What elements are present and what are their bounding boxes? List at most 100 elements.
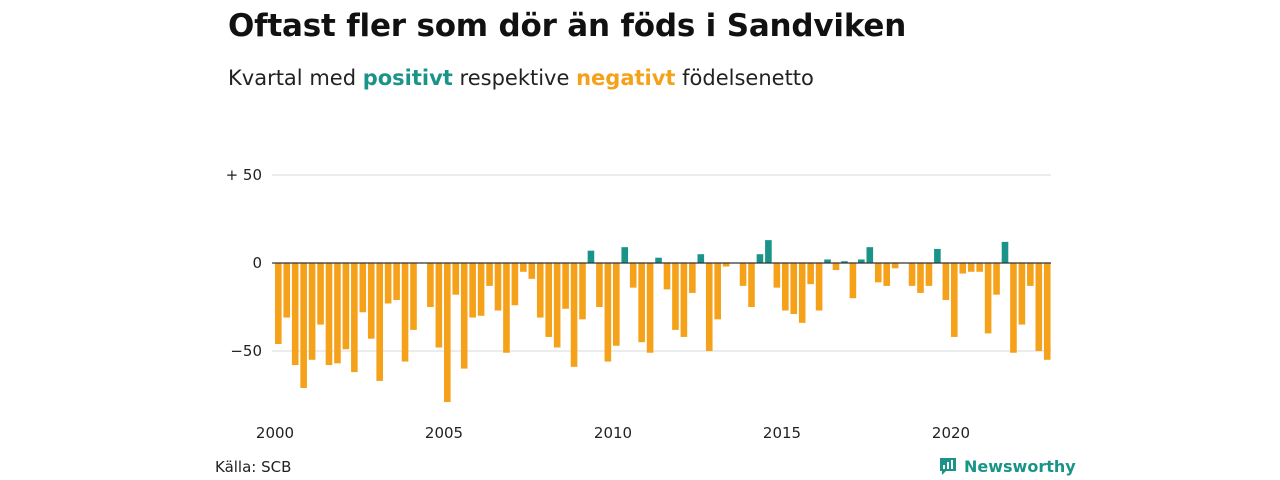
bar: [672, 263, 679, 330]
bar: [815, 263, 823, 311]
bar: [359, 263, 367, 313]
bar: [393, 263, 400, 300]
y-tick-label: + 50: [226, 166, 262, 184]
subtitle-middle: respektive: [459, 66, 570, 90]
bar: [308, 263, 316, 360]
bar: [342, 263, 350, 350]
bar: [773, 263, 781, 288]
bar: [629, 263, 637, 288]
bar: [697, 254, 705, 263]
subtitle-positive: positivt: [362, 66, 453, 90]
bar: [1035, 263, 1043, 351]
bar: [579, 263, 586, 320]
subtitle-negative: negativt: [576, 66, 676, 90]
bar: [655, 257, 662, 263]
bar: [832, 263, 840, 271]
bar: [520, 263, 527, 272]
y-tick-label: −50: [230, 342, 262, 360]
newsworthy-logo-icon: [940, 458, 956, 475]
bar: [722, 263, 730, 267]
bar: [993, 263, 1000, 295]
bar: [325, 263, 333, 366]
bar: [1010, 263, 1017, 353]
bar: [401, 263, 409, 362]
bar: [680, 263, 688, 337]
bar: [283, 263, 291, 318]
bar: [317, 263, 324, 325]
bar: [528, 263, 536, 279]
bar: [562, 263, 569, 309]
bar: [782, 263, 789, 311]
bar: [1018, 263, 1026, 325]
bar: [613, 263, 620, 346]
bar: [351, 263, 358, 373]
bar: [367, 263, 375, 339]
subtitle-suffix: födelsenetto: [682, 66, 814, 90]
bar: [891, 263, 899, 269]
bar: [874, 263, 882, 283]
bar: [849, 263, 857, 299]
bar: [621, 247, 629, 263]
bar: [376, 263, 383, 381]
bar: [765, 240, 772, 263]
bar: [951, 263, 958, 337]
bar: [384, 263, 392, 304]
bar: [967, 263, 975, 272]
bar: [663, 263, 671, 290]
bar: [858, 259, 865, 263]
bar: [503, 263, 510, 353]
bar: [756, 254, 764, 263]
bar: [824, 259, 831, 263]
brand-name: Newsworthy: [964, 456, 1076, 476]
chart-title: Oftast fler som dör än föds i Sandviken: [228, 8, 907, 44]
x-tick-label: 2000: [256, 424, 294, 442]
bar: [1027, 263, 1034, 286]
bar: [570, 263, 578, 367]
bar: [976, 263, 983, 272]
bar: [494, 263, 502, 311]
chart-subtitle: Kvartal med positivt respektive negativt…: [228, 66, 814, 90]
brand-logo[interactable]: Newsworthy: [938, 456, 1076, 476]
bar: [790, 263, 798, 315]
bar: [469, 263, 476, 318]
bar: [807, 263, 814, 285]
bar: [705, 263, 713, 351]
bar: [486, 263, 493, 286]
bar: [477, 263, 485, 316]
bar: [883, 263, 890, 286]
source-label: Källa: SCB: [215, 458, 292, 476]
bar: [1043, 263, 1051, 360]
bar: [604, 263, 612, 362]
bar: [452, 263, 460, 295]
bar: [739, 263, 747, 286]
y-tick-label: 0: [252, 254, 262, 272]
bar: [866, 247, 874, 263]
bar: [410, 263, 417, 330]
bar: [925, 263, 933, 286]
bar: [1001, 241, 1009, 263]
bar: [334, 263, 341, 364]
bar: [587, 250, 595, 263]
bar: [460, 263, 468, 369]
bar: [714, 263, 721, 320]
bar: [638, 263, 645, 343]
x-tick-label: 2015: [763, 424, 801, 442]
bar: [291, 263, 299, 366]
bar: [275, 263, 282, 344]
bar: [748, 263, 755, 307]
x-tick-label: 2020: [932, 424, 970, 442]
bar: [300, 263, 307, 388]
bar: [934, 248, 941, 263]
bar: [596, 263, 603, 307]
bar: [435, 263, 443, 348]
bar: [841, 261, 848, 263]
bar: [536, 263, 544, 318]
bar: [798, 263, 806, 323]
bar: [908, 263, 916, 286]
bar: [427, 263, 434, 307]
bar: [511, 263, 519, 306]
bar: [553, 263, 561, 348]
x-tick-label: 2010: [594, 424, 632, 442]
bar: [689, 263, 696, 293]
